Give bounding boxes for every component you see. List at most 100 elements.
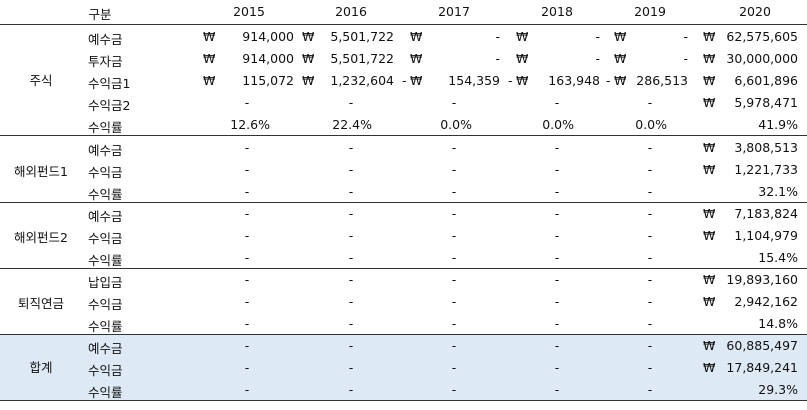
- cell-2020[interactable]: 6,601,896: [734, 73, 798, 88]
- cell-2019[interactable]: -: [647, 206, 653, 221]
- cell-2015[interactable]: -: [244, 228, 250, 243]
- header-year-2018[interactable]: 2018: [541, 4, 573, 19]
- cell-2019[interactable]: -: [647, 95, 653, 110]
- header-year-2016[interactable]: 2016: [335, 4, 367, 19]
- group-label[interactable]: 합계: [29, 360, 53, 375]
- cell-2018[interactable]: -: [554, 272, 560, 287]
- cell-2020[interactable]: 32.1%: [758, 184, 798, 199]
- cell-2018[interactable]: -: [554, 360, 560, 375]
- cell-2020[interactable]: 1,104,979: [734, 228, 798, 243]
- cell-2017[interactable]: -: [451, 250, 457, 265]
- row-label[interactable]: 수익률: [88, 319, 123, 334]
- group-label[interactable]: 퇴직연금: [17, 296, 64, 311]
- cell-2020[interactable]: 29.3%: [758, 382, 798, 397]
- cell-2015[interactable]: 914,000: [242, 29, 294, 44]
- cell-2020[interactable]: 19,893,160: [726, 272, 798, 287]
- cell-2017[interactable]: -: [451, 272, 457, 287]
- cell-2019[interactable]: -: [647, 382, 653, 397]
- cell-2016[interactable]: -: [348, 162, 354, 177]
- cell-2019[interactable]: -: [683, 51, 688, 66]
- cell-2015[interactable]: 12.6%: [230, 117, 270, 132]
- row-label[interactable]: 예수금: [88, 32, 123, 47]
- cell-2017[interactable]: -: [495, 29, 500, 44]
- cell-2020[interactable]: 2,942,162: [734, 294, 798, 309]
- cell-2018[interactable]: -: [554, 206, 560, 221]
- cell-2015[interactable]: -: [244, 360, 250, 375]
- cell-2017[interactable]: -: [451, 294, 457, 309]
- cell-2018[interactable]: -: [595, 51, 600, 66]
- cell-2016[interactable]: 22.4%: [332, 117, 372, 132]
- cell-2020[interactable]: 60,885,497: [726, 338, 798, 353]
- cell-2015[interactable]: -: [244, 140, 250, 155]
- cell-2018[interactable]: -: [595, 29, 600, 44]
- cell-2020[interactable]: 62,575,605: [726, 29, 798, 44]
- cell-2016[interactable]: -: [348, 272, 354, 287]
- cell-2020[interactable]: 15.4%: [758, 250, 798, 265]
- cell-2017[interactable]: -: [451, 184, 457, 199]
- row-label[interactable]: 수익금: [88, 363, 123, 378]
- cell-2019[interactable]: 286,513: [636, 73, 688, 88]
- cell-2019[interactable]: -: [683, 29, 688, 44]
- cell-2016[interactable]: -: [348, 250, 354, 265]
- cell-2017[interactable]: -: [451, 382, 457, 397]
- cell-2016[interactable]: -: [348, 360, 354, 375]
- cell-2015[interactable]: -: [244, 272, 250, 287]
- row-label[interactable]: 투자금: [88, 54, 123, 69]
- cell-2018[interactable]: -: [554, 184, 560, 199]
- cell-2020[interactable]: 5,978,471: [734, 95, 798, 110]
- cell-2017[interactable]: -: [451, 316, 457, 331]
- cell-2015[interactable]: -: [244, 95, 250, 110]
- header-year-2015[interactable]: 2015: [233, 4, 265, 19]
- cell-2020[interactable]: 17,849,241: [726, 360, 798, 375]
- row-label[interactable]: 수익금: [88, 231, 123, 246]
- cell-2019[interactable]: -: [647, 140, 653, 155]
- cell-2017[interactable]: -: [451, 228, 457, 243]
- cell-2018[interactable]: 163,948: [548, 73, 600, 88]
- row-label[interactable]: 예수금: [88, 143, 123, 158]
- cell-2017[interactable]: -: [495, 51, 500, 66]
- cell-2017[interactable]: 154,359: [448, 73, 500, 88]
- cell-2015[interactable]: -: [244, 382, 250, 397]
- cell-2019[interactable]: -: [647, 360, 653, 375]
- row-label[interactable]: 수익금1: [88, 76, 131, 91]
- cell-2015[interactable]: -: [244, 294, 250, 309]
- cell-2019[interactable]: -: [647, 294, 653, 309]
- cell-2018[interactable]: -: [554, 250, 560, 265]
- row-label[interactable]: 수익금: [88, 165, 123, 180]
- row-label[interactable]: 예수금: [88, 209, 123, 224]
- cell-2016[interactable]: 1,232,604: [330, 73, 394, 88]
- row-label[interactable]: 수익률: [88, 253, 123, 268]
- row-label[interactable]: 수익금: [88, 297, 123, 312]
- cell-2015[interactable]: -: [244, 206, 250, 221]
- row-label[interactable]: 수익률: [88, 187, 123, 202]
- cell-2015[interactable]: -: [244, 316, 250, 331]
- cell-2016[interactable]: -: [348, 382, 354, 397]
- cell-2015[interactable]: -: [244, 250, 250, 265]
- row-label[interactable]: 수익률: [88, 385, 123, 400]
- cell-2020[interactable]: 14.8%: [758, 316, 798, 331]
- header-category[interactable]: 구분: [88, 7, 112, 22]
- cell-2019[interactable]: -: [647, 338, 653, 353]
- cell-2019[interactable]: -: [647, 250, 653, 265]
- cell-2016[interactable]: -: [348, 316, 354, 331]
- cell-2015[interactable]: -: [244, 184, 250, 199]
- cell-2017[interactable]: -: [451, 140, 457, 155]
- cell-2018[interactable]: -: [554, 228, 560, 243]
- cell-2019[interactable]: -: [647, 162, 653, 177]
- cell-2015[interactable]: -: [244, 338, 250, 353]
- group-label[interactable]: 주식: [29, 73, 53, 88]
- cell-2020[interactable]: 7,183,824: [734, 206, 798, 221]
- cell-2016[interactable]: 5,501,722: [330, 29, 394, 44]
- cell-2015[interactable]: 914,000: [242, 51, 294, 66]
- cell-2018[interactable]: -: [554, 162, 560, 177]
- cell-2019[interactable]: -: [647, 184, 653, 199]
- cell-2019[interactable]: -: [647, 228, 653, 243]
- cell-2017[interactable]: -: [451, 206, 457, 221]
- cell-2020[interactable]: 1,221,733: [734, 162, 798, 177]
- cell-2020[interactable]: 3,808,513: [734, 140, 798, 155]
- row-label[interactable]: 수익금2: [88, 98, 131, 113]
- cell-2016[interactable]: -: [348, 95, 354, 110]
- cell-2018[interactable]: -: [554, 316, 560, 331]
- cell-2020[interactable]: 30,000,000: [726, 51, 798, 66]
- cell-2019[interactable]: 0.0%: [635, 117, 667, 132]
